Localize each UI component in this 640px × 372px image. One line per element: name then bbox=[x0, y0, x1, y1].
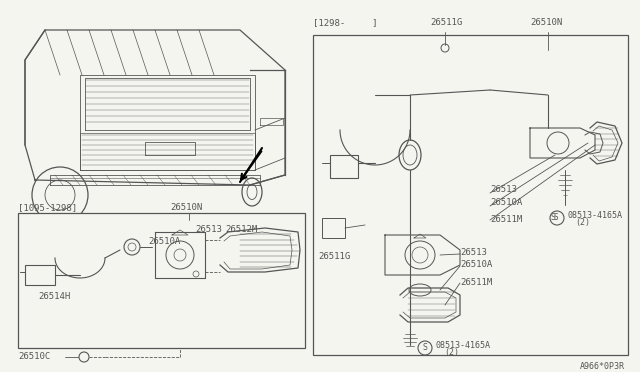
Text: (2): (2) bbox=[444, 349, 459, 357]
Text: 26512M: 26512M bbox=[225, 225, 257, 234]
Text: [1298-     ]: [1298- ] bbox=[313, 18, 378, 27]
Bar bbox=[322, 218, 345, 238]
Text: 08513-4165A: 08513-4165A bbox=[568, 211, 623, 219]
Bar bbox=[330, 155, 358, 178]
Text: 26513: 26513 bbox=[460, 248, 487, 257]
Text: 26513: 26513 bbox=[195, 225, 222, 234]
Text: 26514H: 26514H bbox=[38, 292, 70, 301]
Text: 26511M: 26511M bbox=[460, 278, 492, 287]
Text: S: S bbox=[422, 343, 428, 353]
Text: 26510A: 26510A bbox=[460, 260, 492, 269]
Text: 26510N: 26510N bbox=[530, 18, 563, 27]
Text: A966*0P3R: A966*0P3R bbox=[580, 362, 625, 371]
Text: S: S bbox=[553, 214, 557, 222]
Text: 26510A: 26510A bbox=[490, 198, 522, 207]
Text: 26510C: 26510C bbox=[18, 352, 51, 361]
Text: (2): (2) bbox=[575, 218, 590, 228]
Text: 26510N: 26510N bbox=[170, 203, 202, 212]
Text: 08513-4165A: 08513-4165A bbox=[436, 340, 491, 350]
Text: S: S bbox=[550, 214, 556, 222]
Bar bbox=[18, 213, 305, 348]
Text: 26513: 26513 bbox=[490, 185, 517, 194]
Text: 26511G: 26511G bbox=[430, 18, 462, 27]
Text: [1095-1298]: [1095-1298] bbox=[18, 203, 77, 212]
Bar bbox=[25, 265, 55, 285]
Text: 26510A: 26510A bbox=[148, 237, 180, 246]
Bar bbox=[313, 35, 628, 355]
Text: 26511M: 26511M bbox=[490, 215, 522, 224]
Text: 26511G: 26511G bbox=[318, 252, 350, 261]
